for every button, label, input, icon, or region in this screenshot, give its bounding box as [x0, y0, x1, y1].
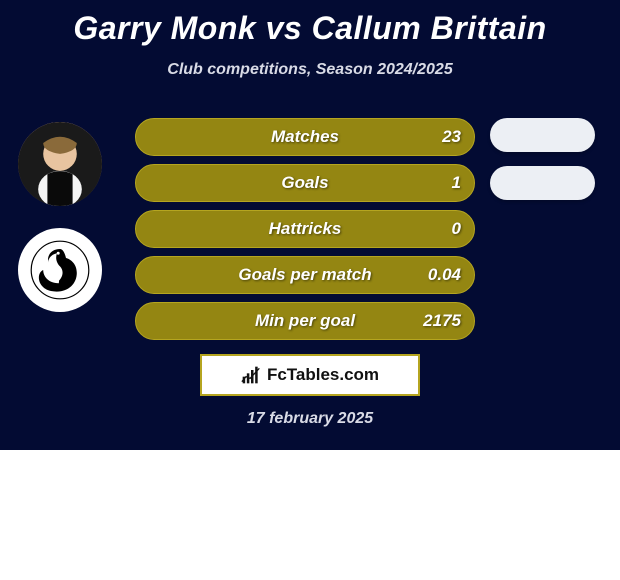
right-pill	[490, 118, 595, 152]
stat-value: 2175	[423, 302, 461, 340]
stat-label: Hattricks	[135, 210, 475, 248]
stat-row-matches: Matches 23	[135, 118, 475, 156]
branding-text: FcTables.com	[267, 365, 379, 385]
stat-value: 1	[452, 164, 461, 202]
comparison-card: Garry Monk vs Callum Brittain Club compe…	[0, 0, 620, 450]
branding-badge[interactable]: FcTables.com	[200, 354, 420, 396]
title-vs: vs	[266, 10, 303, 46]
stat-label: Matches	[135, 118, 475, 156]
bar-chart-icon	[241, 365, 261, 385]
stat-label: Goals per match	[135, 256, 475, 294]
date-label: 17 february 2025	[0, 410, 620, 428]
stat-value: 0	[452, 210, 461, 248]
subtitle: Club competitions, Season 2024/2025	[0, 61, 620, 79]
stat-row-hattricks: Hattricks 0	[135, 210, 475, 248]
stat-row-goals: Goals 1	[135, 164, 475, 202]
stat-row-goals-per-match: Goals per match 0.04	[135, 256, 475, 294]
stat-value: 0.04	[428, 256, 461, 294]
title-player1: Garry Monk	[73, 10, 256, 46]
right-pill-column	[490, 118, 610, 214]
right-pill	[490, 166, 595, 200]
page-title: Garry Monk vs Callum Brittain	[0, 0, 620, 47]
stat-value: 23	[442, 118, 461, 156]
title-player2: Callum Brittain	[312, 10, 547, 46]
player-avatar	[18, 122, 102, 206]
stat-row-min-per-goal: Min per goal 2175	[135, 302, 475, 340]
stat-label: Goals	[135, 164, 475, 202]
avatar-column	[0, 110, 120, 334]
club-logo	[18, 228, 102, 312]
stats-list: Matches 23 Goals 1 Hattricks 0 Goals per…	[135, 118, 485, 348]
